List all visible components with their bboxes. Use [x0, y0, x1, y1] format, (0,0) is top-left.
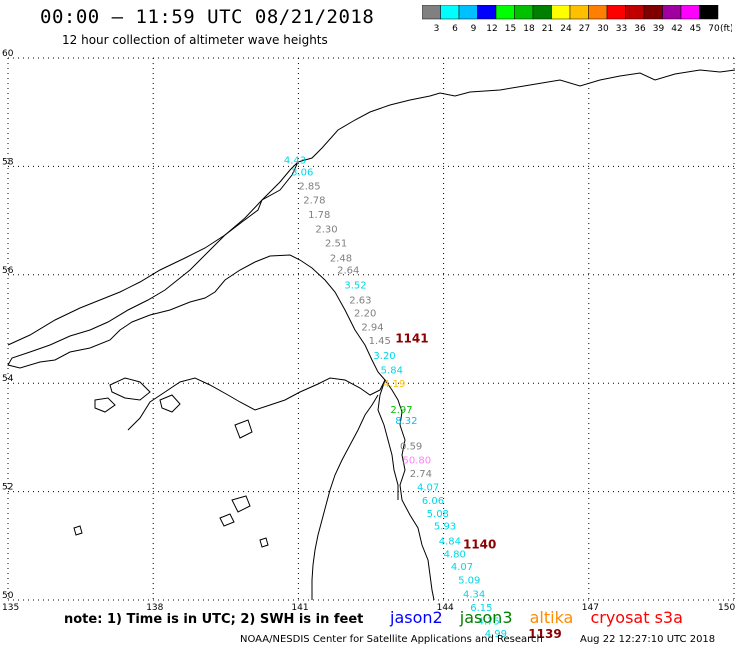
lon-tick-label: 147: [582, 603, 599, 613]
pass-time-label: 1140: [463, 538, 496, 552]
wave-height-label: 2.78: [303, 195, 325, 206]
colorbar-label: 21: [542, 24, 553, 34]
wave-height-label: 5.09: [458, 576, 480, 587]
colorbar-label: 3: [434, 24, 440, 34]
colorbar-label: 30: [597, 24, 609, 34]
colorbar-label: 15: [505, 24, 516, 34]
lat-tick-label: 60: [2, 49, 14, 59]
satellite-jason2: jason2: [390, 608, 443, 627]
colorbar-label: 45: [690, 24, 701, 34]
lat-tick-label: 54: [2, 374, 14, 384]
wave-height-label: 6.06: [422, 496, 444, 507]
sakhalin-island: [377, 379, 435, 601]
colorbar-unit: (ft): [720, 24, 732, 34]
wave-height-label: 1.45: [369, 336, 391, 347]
wave-height-label: 2.94: [361, 323, 383, 334]
wave-height-label: 4.07: [417, 483, 439, 494]
wave-height-label: 2.74: [410, 469, 432, 480]
colorbar-label: 36: [634, 24, 646, 34]
wave-height-label: 3.20: [373, 351, 395, 362]
axis-tick-labels: 60 58 56 54 52 50 135 138 141 144 147 150: [2, 49, 735, 613]
colorbar-label: 27: [579, 24, 590, 34]
wave-height-label: 2.20: [354, 309, 376, 320]
footnote: note: 1) Time is in UTC; 2) SWH is in fe…: [64, 612, 364, 627]
lat-tick-label: 52: [2, 483, 13, 493]
pass-time-label: 1139: [528, 627, 561, 641]
wave-height-label: 4.07: [451, 562, 473, 573]
north-coast: [7, 69, 736, 346]
wave-height-label: 8.32: [395, 416, 417, 427]
colorbar-label: 12: [486, 24, 497, 34]
lat-tick-label: 58: [2, 157, 14, 167]
lon-tick-label: 144: [437, 603, 454, 613]
west-coast: [7, 161, 386, 431]
wave-height-label: 2.30: [315, 225, 337, 236]
colorbar-swatch: [699, 5, 719, 20]
colorbar-label: 42: [671, 24, 682, 34]
lat-tick-label: 50: [2, 591, 14, 601]
wave-height-label: 4.80: [444, 550, 466, 561]
wave-height-label: 1.78: [308, 210, 330, 221]
lat-lon-grid: [7, 57, 735, 601]
colorbar-label: 39: [653, 24, 665, 34]
observation-labels: 4.433.06 2.85 2.78 1.78 2.30 2.51 2.48 2.64 3.52…: [284, 156, 507, 640]
wave-height-label: 5.93: [434, 522, 456, 533]
credit-text: NOAA/NESDIS Center for Satellite Applica…: [240, 634, 543, 645]
wave-height-label: 6.15: [470, 603, 492, 614]
lat-tick-label: 56: [2, 266, 14, 276]
wave-height-label: 2.97: [390, 405, 412, 416]
wave-height-label: 4.43: [284, 156, 306, 167]
wave-height-label: 2.63: [349, 296, 371, 307]
island-4: [234, 419, 253, 439]
island-6: [219, 513, 235, 527]
island-3: [159, 394, 181, 413]
colorbar-label: 33: [616, 24, 627, 34]
wave-height-label: 2.64: [337, 266, 359, 277]
wave-height-label: 4.84: [439, 537, 461, 548]
satellite-jason3: jason3: [459, 608, 513, 627]
wave-height-label: 5.08: [427, 509, 449, 520]
satellite-cryosat-s3a: cryosat s3a: [590, 608, 683, 627]
wave-height-label: 3.06: [291, 168, 313, 179]
wave-height-label: 3.52: [344, 280, 366, 291]
generated-timestamp: Aug 22 12:27:10 UTC 2018: [580, 634, 716, 645]
lon-tick-label: 141: [291, 603, 308, 613]
wave-height-label: 4.34: [463, 589, 485, 600]
lon-tick-label: 135: [2, 603, 19, 613]
lon-tick-label: 138: [146, 603, 163, 613]
wave-height-label: 2.85: [298, 182, 320, 193]
wave-height-label: 4.99: [485, 629, 507, 640]
pass-time-label: 1141: [395, 332, 428, 346]
island-2: [94, 397, 116, 413]
colorbar-label: 70: [708, 24, 720, 34]
satellite-altika: altika: [529, 608, 574, 627]
island-7: [73, 525, 83, 536]
satellite-legend: jason2 jason3 altika cryosat s3a: [390, 608, 695, 627]
lon-tick-label: 150: [718, 603, 735, 613]
island-8: [259, 537, 269, 548]
colorbar-label: 18: [523, 24, 535, 34]
wave-height-label: 4.75: [477, 616, 499, 627]
colorbar-label: 6: [452, 24, 458, 34]
mainland-coast: [311, 394, 379, 600]
wave-height-label: 50.80: [402, 455, 431, 466]
colorbar-label: 24: [560, 24, 572, 34]
wave-height-label: 2.48: [330, 253, 352, 264]
wave-height-label: 5.84: [381, 365, 403, 376]
island-5: [231, 495, 251, 513]
page-title: 00:00 – 11:59 UTC 08/21/2018: [40, 6, 375, 28]
wave-height-label: 2.51: [325, 239, 347, 250]
colorbar-label: 9: [471, 24, 477, 34]
wave-height-label: 0.59: [400, 441, 422, 452]
coastline: [7, 69, 736, 601]
island-1: [109, 377, 151, 401]
page-subtitle: 12 hour collection of altimeter wave hei…: [62, 33, 328, 47]
wave-height-label: 4.19: [383, 379, 405, 390]
time-labels: 1141 1140 1139: [395, 332, 562, 641]
